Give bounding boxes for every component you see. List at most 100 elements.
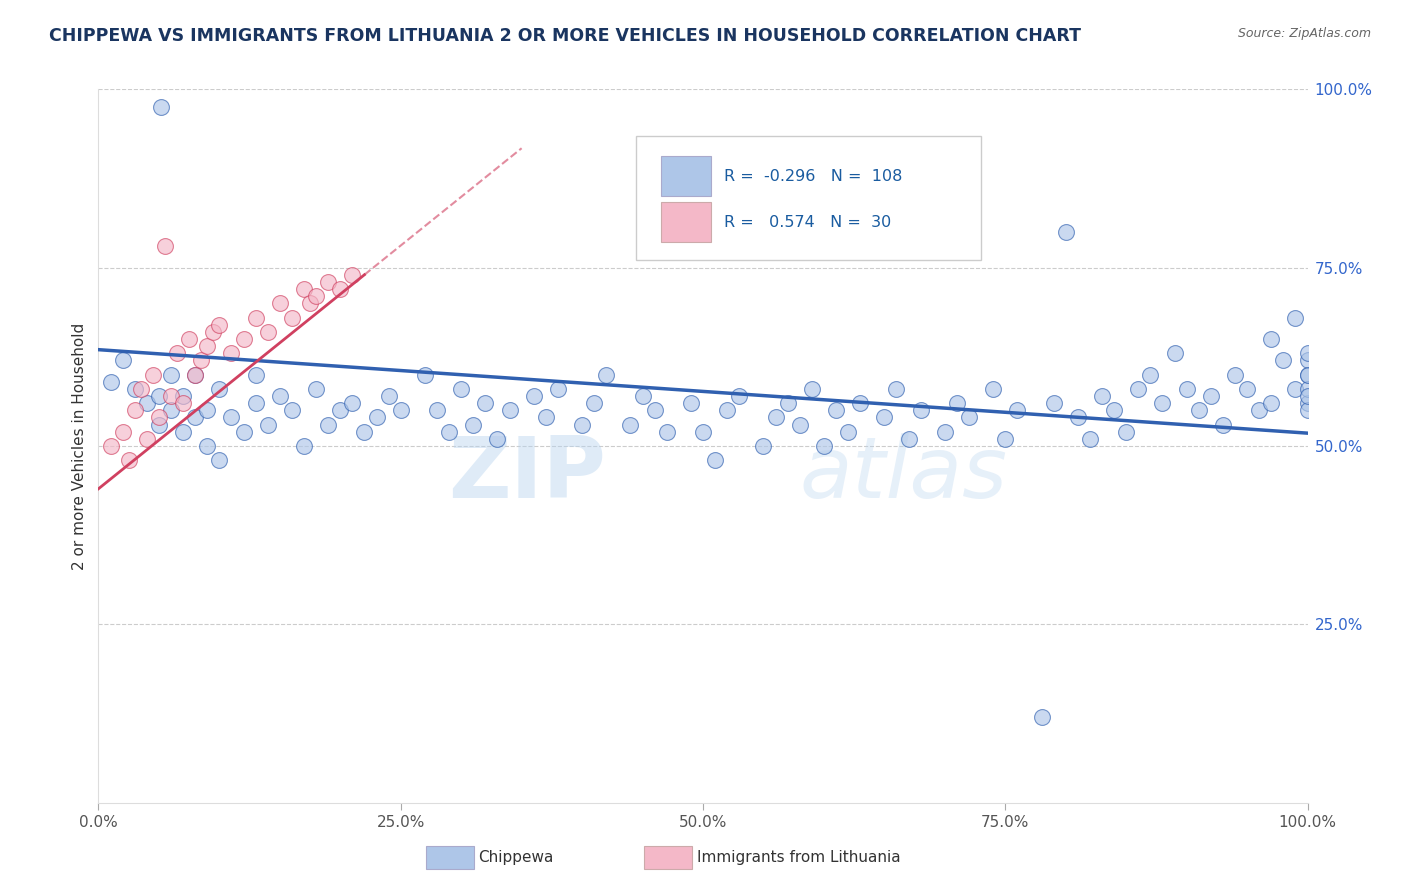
- Point: [413, 368, 436, 382]
- Point: [232, 425, 254, 439]
- Point: [1284, 382, 1306, 396]
- Point: [800, 382, 823, 396]
- Point: [342, 396, 364, 410]
- Point: [1042, 396, 1064, 410]
- Point: [111, 425, 134, 439]
- Point: [366, 410, 388, 425]
- Point: [1296, 353, 1319, 368]
- Point: [305, 289, 328, 303]
- Point: [534, 410, 557, 425]
- Point: [1236, 382, 1258, 396]
- Point: [644, 403, 666, 417]
- Point: [256, 417, 278, 432]
- Point: [190, 353, 212, 368]
- Point: [426, 403, 449, 417]
- Point: [679, 396, 702, 410]
- Point: [100, 439, 122, 453]
- Point: [124, 403, 146, 417]
- Point: [269, 296, 291, 310]
- Point: [256, 325, 278, 339]
- Point: [118, 453, 141, 467]
- Point: [523, 389, 546, 403]
- Text: CHIPPEWA VS IMMIGRANTS FROM LITHUANIA 2 OR MORE VEHICLES IN HOUSEHOLD CORRELATIO: CHIPPEWA VS IMMIGRANTS FROM LITHUANIA 2 …: [49, 27, 1081, 45]
- FancyBboxPatch shape: [661, 156, 711, 196]
- Point: [1031, 710, 1053, 724]
- Point: [342, 268, 364, 282]
- Point: [486, 432, 509, 446]
- Point: [1223, 368, 1246, 382]
- Point: [946, 396, 969, 410]
- Point: [692, 425, 714, 439]
- Point: [716, 403, 738, 417]
- Point: [305, 382, 328, 396]
- Point: [631, 389, 654, 403]
- Point: [474, 396, 496, 410]
- Point: [1115, 425, 1137, 439]
- Point: [160, 389, 183, 403]
- Point: [583, 396, 606, 410]
- Point: [776, 396, 799, 410]
- Point: [1078, 432, 1101, 446]
- Point: [245, 368, 267, 382]
- Point: [437, 425, 460, 439]
- Point: [142, 368, 165, 382]
- Point: [1139, 368, 1161, 382]
- Point: [837, 425, 859, 439]
- Point: [184, 368, 207, 382]
- Point: [571, 417, 593, 432]
- Point: [981, 382, 1004, 396]
- Point: [172, 389, 194, 403]
- Point: [1163, 346, 1185, 360]
- Point: [179, 332, 201, 346]
- Point: [1067, 410, 1090, 425]
- Point: [1296, 346, 1319, 360]
- Point: [129, 382, 152, 396]
- Point: [160, 368, 183, 382]
- Point: [619, 417, 641, 432]
- Text: R =  -0.296   N =  108: R = -0.296 N = 108: [724, 169, 901, 185]
- Point: [704, 453, 727, 467]
- Point: [377, 389, 399, 403]
- Point: [1249, 403, 1271, 417]
- Point: [463, 417, 485, 432]
- Text: Chippewa: Chippewa: [478, 850, 554, 864]
- Point: [1296, 382, 1319, 396]
- Point: [148, 389, 170, 403]
- FancyBboxPatch shape: [661, 202, 711, 242]
- Point: [316, 417, 339, 432]
- Point: [202, 325, 225, 339]
- Point: [1054, 225, 1077, 239]
- Point: [1188, 403, 1211, 417]
- Point: [153, 239, 176, 253]
- Point: [1296, 368, 1319, 382]
- Point: [269, 389, 291, 403]
- Point: [148, 410, 170, 425]
- Point: [135, 432, 157, 446]
- Text: ZIP: ZIP: [449, 433, 606, 516]
- Point: [221, 346, 243, 360]
- Point: [450, 382, 472, 396]
- Y-axis label: 2 or more Vehicles in Household: 2 or more Vehicles in Household: [72, 322, 87, 570]
- Point: [316, 275, 339, 289]
- Point: [148, 417, 170, 432]
- Point: [389, 403, 412, 417]
- Point: [910, 403, 932, 417]
- Point: [245, 310, 267, 325]
- Point: [299, 296, 322, 310]
- Point: [172, 425, 194, 439]
- Point: [1007, 403, 1029, 417]
- Point: [994, 432, 1017, 446]
- Point: [208, 382, 231, 396]
- Point: [813, 439, 835, 453]
- Point: [1284, 310, 1306, 325]
- Point: [281, 310, 304, 325]
- Point: [1296, 403, 1319, 417]
- Point: [668, 211, 690, 225]
- Point: [547, 382, 569, 396]
- Point: [232, 332, 254, 346]
- Point: [100, 375, 122, 389]
- Point: [897, 432, 920, 446]
- Point: [1102, 403, 1125, 417]
- Point: [124, 382, 146, 396]
- Point: [329, 403, 352, 417]
